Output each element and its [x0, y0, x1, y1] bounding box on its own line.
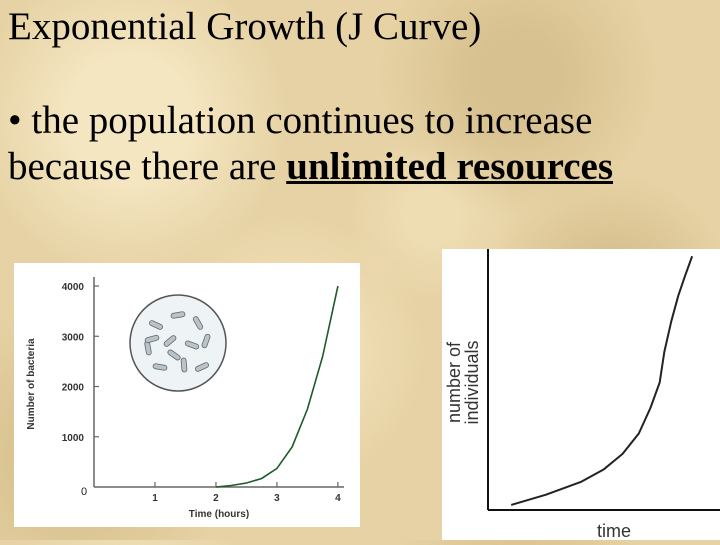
bacterium-mark: [167, 349, 181, 361]
x-tick-label: 4: [335, 493, 341, 504]
y-tick-label: 2000: [62, 383, 85, 394]
x-tick-label: 2: [213, 493, 219, 504]
x-axis-label: time: [597, 521, 631, 540]
y-tick-label: 1000: [62, 433, 85, 444]
j-curve-line: [510, 255, 694, 506]
bacterium-mark: [192, 316, 204, 330]
bacterium-mark: [180, 357, 188, 373]
bacterium-mark: [195, 362, 209, 372]
bullet-point: • the population continues to increase b…: [8, 98, 708, 190]
bacterium-mark: [152, 363, 168, 371]
y-tick-label: 4000: [62, 282, 85, 293]
bacterium-mark: [201, 333, 211, 349]
bullet-symbol: •: [8, 99, 22, 142]
bacteria-growth-chart-svg: 1000 2000 3000 4000 1 2 3 4 0 Time (hours) Number …: [26, 277, 344, 520]
growth-curve: [215, 285, 339, 488]
y-tick-label: 3000: [62, 332, 85, 343]
j-curve-chart: time number ofindividuals: [442, 249, 720, 541]
bacterium-mark: [149, 320, 163, 330]
bacterium-mark: [170, 311, 186, 319]
slide-title: Exponential Growth (J Curve): [8, 5, 482, 48]
x-tick-label: 1: [152, 493, 158, 504]
y-axis-label: number ofindividuals: [444, 340, 482, 424]
bacterium-mark: [184, 340, 200, 350]
bacteria-growth-chart: 1000 2000 3000 4000 1 2 3 4 0 Time (hours) Number …: [14, 263, 360, 527]
j-curve-chart-svg: time number ofindividuals: [444, 249, 720, 541]
bullet-emphasis: unlimited resources: [286, 145, 614, 188]
x-axis-label: Time (hours): [189, 509, 249, 520]
y-axis-label: Number of bacteria: [26, 338, 37, 430]
bacteria-dish-icon: [129, 294, 227, 392]
bullet-text: the population continues to increase bec…: [8, 99, 593, 188]
y-axis-label-line: number of: [444, 341, 464, 423]
origin-label: 0: [81, 486, 87, 498]
x-tick-label: 3: [274, 493, 280, 504]
y-axis-label-line: individuals: [462, 340, 482, 424]
bacterium-mark: [144, 334, 160, 344]
bacterium-mark: [163, 335, 177, 347]
